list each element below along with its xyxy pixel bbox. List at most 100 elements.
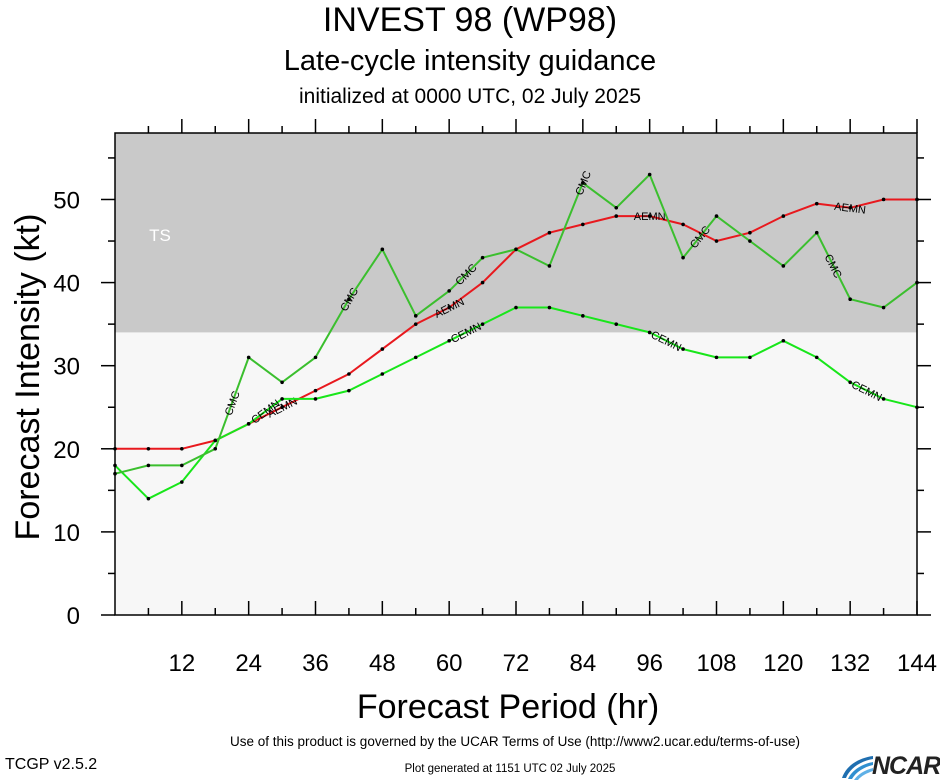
data-point-cmc <box>146 463 151 468</box>
y-tick-label: 30 <box>53 354 80 381</box>
y-tick-label: 40 <box>53 271 80 298</box>
data-point-cmc <box>480 255 485 260</box>
x-tick-label: 96 <box>636 650 663 677</box>
data-point-cemn <box>681 347 685 351</box>
data-point-cemn <box>714 355 719 360</box>
data-point-aemn <box>581 222 585 227</box>
data-point-cemn <box>881 397 886 401</box>
data-point-aemn <box>380 347 385 351</box>
data-point-cemn <box>280 397 284 401</box>
ncar-logo-text: NCAR <box>872 752 940 780</box>
data-point-aemn <box>280 405 284 410</box>
data-point-aemn <box>748 230 752 235</box>
x-axis-label: Forecast Period (hr) <box>357 688 659 726</box>
data-point-cmc <box>246 355 251 360</box>
data-point-aemn <box>781 214 786 218</box>
data-point-aemn <box>413 322 418 326</box>
data-point-cmc <box>447 289 451 293</box>
data-point-cmc <box>781 264 786 268</box>
data-point-aemn <box>714 239 719 243</box>
data-point-aemn <box>480 280 485 285</box>
series-label-aemn: AEMN <box>834 201 867 217</box>
data-point-cemn <box>313 397 318 401</box>
data-point-cmc <box>881 305 886 310</box>
data-point-cmc <box>280 380 284 385</box>
data-point-aemn <box>647 214 652 218</box>
data-point-cmc <box>814 230 819 235</box>
y-tick-label: 0 <box>67 603 80 630</box>
terms-of-use-text: Use of this product is governed by the U… <box>230 734 800 749</box>
data-point-aemn <box>313 388 318 393</box>
data-point-cmc <box>380 247 385 252</box>
x-tick-label: 12 <box>168 650 195 677</box>
data-point-cemn <box>614 322 619 326</box>
data-point-cmc <box>647 172 652 177</box>
series-label-aemn: AEMN <box>634 211 666 223</box>
data-point-aemn <box>347 372 351 376</box>
data-point-cemn <box>848 380 852 385</box>
data-point-cmc <box>313 355 318 360</box>
x-tick-label: 132 <box>830 650 870 677</box>
init-time: initialized at 0000 UTC, 02 July 2025 <box>298 85 642 108</box>
data-point-cemn <box>547 305 552 310</box>
x-tick-label: 36 <box>302 650 329 677</box>
x-tick-label: 84 <box>569 650 596 677</box>
data-point-aemn <box>681 222 685 227</box>
data-point-cemn <box>514 305 518 310</box>
chart-subtitle: Late-cycle intensity guidance <box>283 45 657 77</box>
chart-title: INVEST 98 (WP98) <box>322 1 618 39</box>
data-point-aemn <box>881 197 886 202</box>
data-point-cemn <box>781 338 786 343</box>
data-point-cemn <box>447 338 451 343</box>
data-point-cmc <box>581 181 585 185</box>
x-tick-label: 24 <box>235 650 262 677</box>
x-tick-label: 72 <box>503 650 530 677</box>
data-point-cemn <box>213 438 218 443</box>
data-point-aemn <box>614 214 619 218</box>
data-point-cmc <box>714 214 719 218</box>
x-tick-label: 60 <box>436 650 463 677</box>
data-point-cmc <box>347 297 351 302</box>
y-tick-label: 10 <box>53 520 80 547</box>
ncar-swoosh-icon <box>842 756 873 780</box>
data-point-cmc <box>848 297 852 302</box>
data-point-cemn <box>347 388 351 393</box>
y-tick-label: 20 <box>53 437 80 464</box>
data-point-cemn <box>581 314 585 318</box>
data-point-cmc <box>681 255 685 260</box>
generated-time: Plot generated at 1151 UTC 02 July 2025 <box>404 763 616 775</box>
data-point-cmc <box>547 264 552 268</box>
data-point-cemn <box>647 330 652 335</box>
data-point-cemn <box>814 355 819 360</box>
data-point-cemn <box>180 480 184 484</box>
x-tick-label: 120 <box>763 650 803 677</box>
data-point-cemn <box>380 372 385 376</box>
x-tick-label: 48 <box>369 650 396 677</box>
data-point-cemn <box>246 422 251 426</box>
data-point-cmc <box>180 463 184 468</box>
data-point-aemn <box>146 446 151 451</box>
data-point-cemn <box>413 355 418 360</box>
ncar-logo: NCAR <box>840 752 940 780</box>
data-point-aemn <box>447 305 451 310</box>
data-point-cmc <box>614 205 619 210</box>
data-point-aemn <box>848 205 852 210</box>
data-point-cemn <box>480 322 485 326</box>
intensity-band-td <box>115 332 917 615</box>
data-point-aemn <box>547 230 552 235</box>
x-tick-label: 108 <box>696 650 736 677</box>
data-point-aemn <box>814 201 819 206</box>
version-label: TCGP v2.5.2 <box>5 756 98 773</box>
data-point-cmc <box>748 239 752 243</box>
x-tick-label: 144 <box>897 650 937 677</box>
data-point-cmc <box>413 314 418 318</box>
data-point-aemn <box>180 446 184 451</box>
data-point-cmc <box>514 247 518 252</box>
intensity-band-ts <box>115 133 917 333</box>
y-tick-label: 50 <box>53 187 80 214</box>
data-point-cmc <box>213 446 218 451</box>
data-point-cemn <box>748 355 752 360</box>
y-axis-label: Forecast Intensity (kt) <box>9 214 47 541</box>
band-label-ts: TS <box>149 226 171 245</box>
